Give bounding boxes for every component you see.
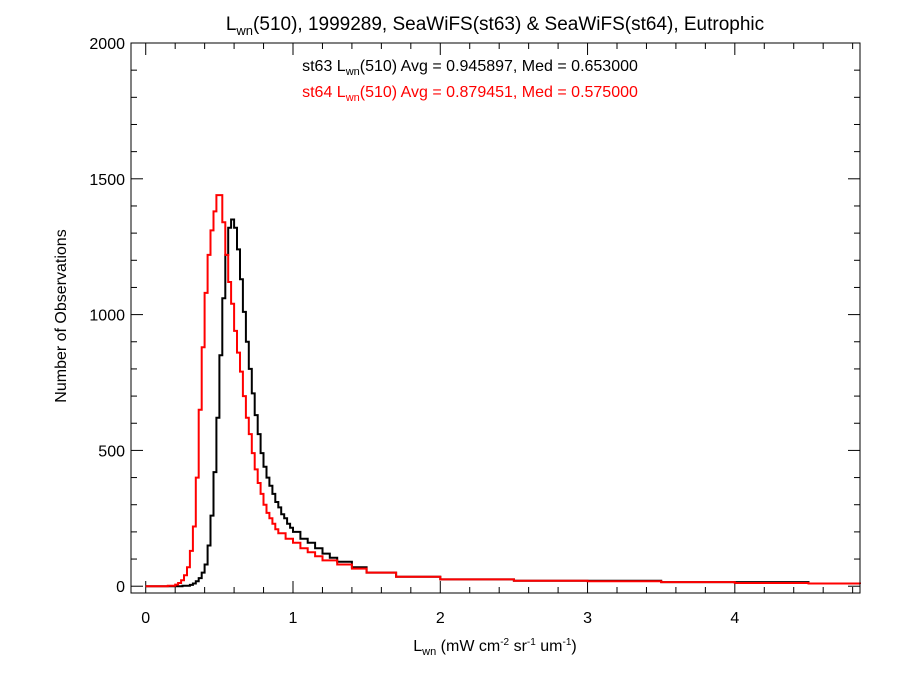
x-tick-label: 1 bbox=[289, 610, 298, 627]
x-axis-label-sup3: -1 bbox=[562, 637, 571, 648]
legend-entry-st63: st63 Lwn(510) Avg = 0.945897, Med = 0.65… bbox=[302, 58, 638, 78]
x-tick-label: 0 bbox=[141, 610, 150, 627]
series-line-st64 bbox=[145, 194, 861, 588]
x-tick-label: 4 bbox=[730, 610, 739, 627]
chart-title-subscript: wn bbox=[235, 23, 253, 38]
x-axis-label-part2: sr bbox=[509, 638, 527, 655]
axis-ticks: 0 1 2 3 4 0 500 1000 1500 2000 bbox=[89, 36, 860, 627]
y-tick-label: 500 bbox=[98, 443, 125, 460]
x-axis-label-part3: um bbox=[536, 638, 563, 655]
y-axis-label: Number of Observations bbox=[53, 229, 70, 402]
chart-title-rest: (510), 1999289, SeaWiFS(st63) & SeaWiFS(… bbox=[253, 14, 764, 35]
y-tick-label: 2000 bbox=[89, 36, 125, 53]
x-axis-label-part4: ) bbox=[571, 638, 576, 655]
legend-entry-st64: st64 Lwn(510) Avg = 0.879451, Med = 0.57… bbox=[302, 84, 638, 104]
x-axis-label: Lwn (mW cm-2 sr-1 um-1) bbox=[413, 637, 576, 658]
legend-st63-prefix: st63 L bbox=[302, 58, 346, 75]
series-lines bbox=[145, 194, 861, 588]
y-tick-label: 0 bbox=[116, 579, 125, 596]
chart-title: Lwn(510), 1999289, SeaWiFS(st63) & SeaWi… bbox=[226, 14, 764, 38]
x-tick-label: 2 bbox=[436, 610, 445, 627]
legend-st63-subscript: wn bbox=[345, 66, 360, 78]
x-axis-label-sup2: -1 bbox=[527, 637, 536, 648]
x-axis-label-main: L bbox=[413, 638, 422, 655]
legend-st63-suffix: (510) Avg = 0.945897, Med = 0.653000 bbox=[360, 58, 638, 75]
x-axis-label-sup1: -2 bbox=[500, 637, 509, 648]
series-line-st63 bbox=[145, 218, 861, 588]
x-axis-label-part1: (mW cm bbox=[436, 638, 500, 655]
chart-title-main: L bbox=[226, 14, 237, 35]
y-tick-label: 1000 bbox=[89, 308, 125, 325]
x-axis-label-subscript: wn bbox=[421, 646, 436, 658]
x-tick-label: 3 bbox=[583, 610, 592, 627]
legend-st64-subscript: wn bbox=[345, 92, 360, 104]
legend-st64-suffix: (510) Avg = 0.879451, Med = 0.575000 bbox=[360, 84, 638, 101]
legend-st64-prefix: st64 L bbox=[302, 84, 346, 101]
plot-frame bbox=[130, 42, 861, 594]
y-tick-label: 1500 bbox=[89, 172, 125, 189]
